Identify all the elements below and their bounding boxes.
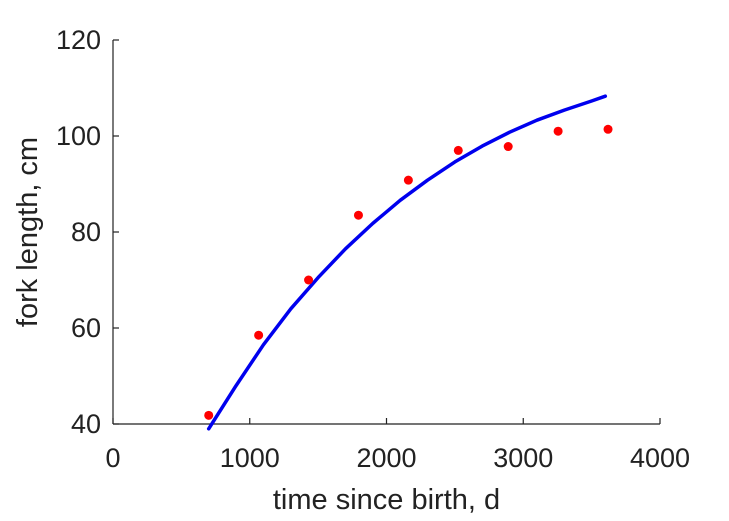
x-tick-label: 3000	[493, 443, 553, 473]
x-axis-ticks: 0 1000 2000 3000 4000	[105, 418, 690, 473]
data-point	[353, 210, 363, 220]
x-tick-label: 2000	[356, 443, 416, 473]
x-tick-label: 4000	[630, 443, 690, 473]
data-point	[553, 126, 563, 136]
data-point	[603, 124, 613, 134]
x-axis-title: time since birth, d	[273, 484, 500, 516]
data-point	[453, 145, 463, 155]
data-point	[403, 175, 413, 185]
data-point	[304, 275, 314, 285]
data-point	[503, 142, 513, 152]
data-point	[204, 410, 214, 420]
x-tick-label: 0	[105, 443, 120, 473]
y-tick-label: 100	[56, 121, 101, 151]
y-tick-label: 80	[71, 217, 101, 247]
y-axis-title: fork length, cm	[12, 137, 44, 327]
plot-area	[204, 94, 613, 431]
y-tick-label: 40	[71, 409, 101, 439]
data-point	[254, 330, 264, 340]
y-tick-label: 120	[56, 25, 101, 55]
x-tick-label: 1000	[220, 443, 280, 473]
fit-curve	[206, 94, 608, 431]
y-axis-ticks: 40 60 80 100 120	[56, 25, 119, 439]
y-tick-label: 60	[71, 313, 101, 343]
